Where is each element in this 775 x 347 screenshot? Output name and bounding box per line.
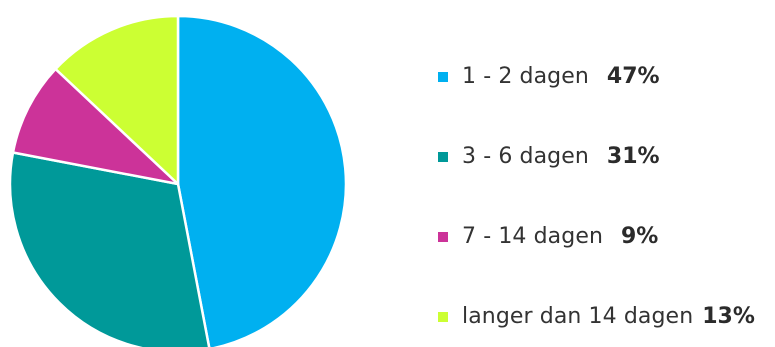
legend-swatch [438, 232, 448, 242]
legend-item-1-2-dagen: 1 - 2 dagen 47% [438, 66, 660, 88]
legend-item-7-14-dagen: 7 - 14 dagen 9% [438, 226, 658, 248]
legend-swatch [438, 152, 448, 162]
legend: 1 - 2 dagen 47% 3 - 6 dagen 31% 7 - 14 d… [438, 0, 775, 347]
legend-swatch [438, 312, 448, 322]
legend-value: 9% [621, 224, 659, 249]
legend-item-3-6-dagen: 3 - 6 dagen 31% [438, 146, 660, 168]
pie-slice-3-6-dagen [8, 151, 211, 347]
legend-value: 47% [606, 64, 660, 89]
legend-swatch [438, 72, 448, 82]
pie-slice-langer-dan-14-dagen [54, 14, 180, 186]
legend-label: 3 - 6 dagen [462, 144, 589, 169]
legend-label: 1 - 2 dagen [462, 64, 589, 89]
legend-label: langer dan 14 dagen [462, 304, 694, 329]
legend-label: 7 - 14 dagen [462, 224, 603, 249]
legend-value: 31% [606, 144, 660, 169]
pie-chart [8, 14, 348, 347]
legend-item-langer-dan-14-dagen: langer dan 14 dagen 13% [438, 306, 755, 328]
pie-slice-7-14-dagen [11, 67, 180, 186]
pie-slice-1-2-dagen [176, 14, 348, 347]
legend-value: 13% [702, 304, 755, 329]
